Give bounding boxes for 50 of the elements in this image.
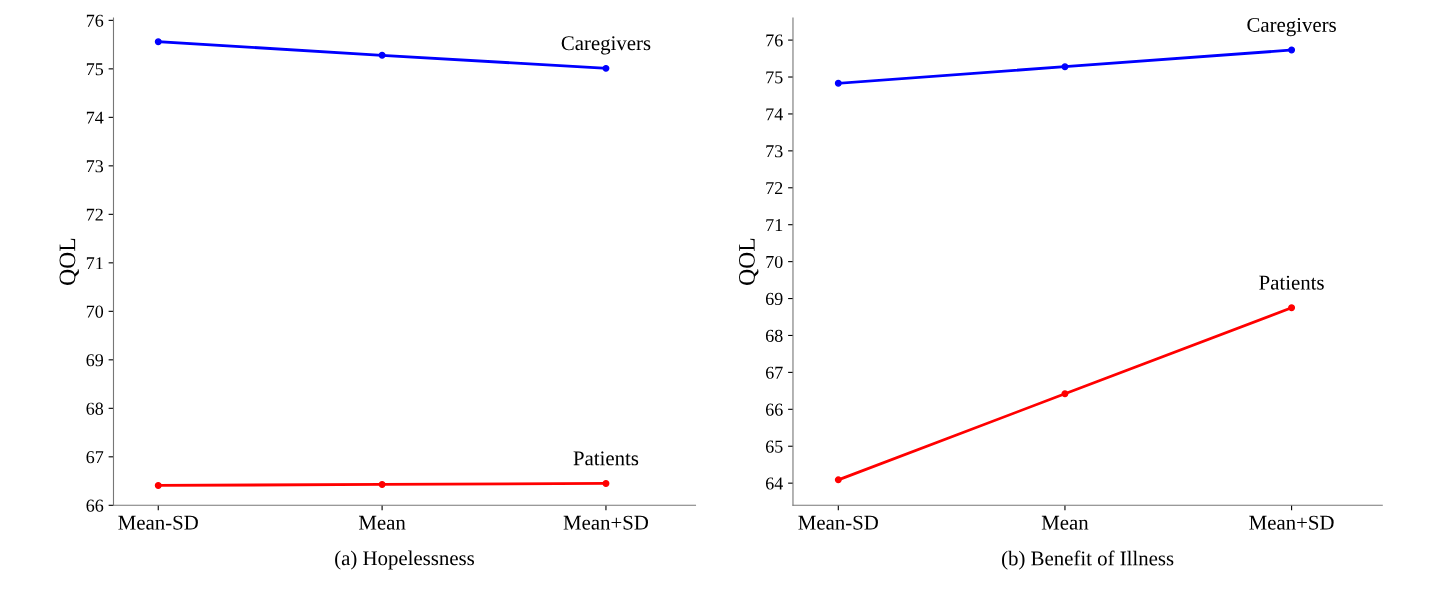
x-tick-label: Mean: [1041, 515, 1089, 530]
y-tick-label: 75: [766, 71, 783, 84]
point: [834, 476, 842, 484]
x-tick-label: Mean-SD: [798, 515, 878, 530]
point: [154, 481, 162, 489]
y-tick-label: 76: [86, 14, 104, 27]
y-tick-label: 74: [766, 108, 783, 121]
y-tick-label: 66: [86, 499, 104, 512]
series-label: Caregivers: [1247, 17, 1336, 37]
y-tick-label: 67: [765, 366, 783, 379]
y-tick-label: 69: [86, 354, 104, 367]
point: [378, 51, 386, 59]
point: [602, 480, 610, 487]
text: (b) Benefit of Illness: [1002, 550, 1174, 570]
point: [154, 38, 162, 46]
point: [1061, 63, 1069, 71]
y-tick-label: 72: [766, 182, 783, 195]
x-tick-label: Mean: [358, 515, 406, 530]
point: [602, 64, 610, 72]
y-tick-label: 69: [765, 292, 783, 305]
series-label: Patients: [573, 451, 639, 466]
series-label: Patients: [1259, 275, 1324, 290]
y-tick-label: 65: [765, 440, 783, 453]
point: [378, 480, 386, 488]
point: [1288, 304, 1296, 312]
x-tick-label: Mean+SD: [563, 515, 649, 530]
y-tick-label: 70: [86, 305, 104, 318]
y-axis-title: QOL: [738, 238, 759, 285]
y-tick-label: 68: [765, 329, 783, 342]
y-tick-label: 76: [766, 34, 783, 47]
x-tick-label: Mean-SD: [118, 515, 198, 530]
y-tick-label: 74: [86, 111, 104, 124]
point: [1061, 390, 1069, 398]
y-tick-label: 75: [86, 63, 104, 76]
y-tick-label: 68: [86, 402, 104, 415]
y-tick-label: 73: [86, 160, 104, 173]
y-tick-label: 67: [86, 451, 104, 464]
y-tick-label: 71: [86, 257, 103, 270]
y-axis-title: QOL: [59, 238, 79, 285]
point: [1288, 46, 1296, 54]
series-label: Caregivers: [561, 36, 651, 55]
y-tick-label: 73: [766, 145, 783, 158]
point: [834, 79, 842, 87]
y-tick-label: 64: [765, 477, 783, 490]
y-tick-label: 70: [766, 255, 783, 269]
y-tick-label: 72: [86, 208, 103, 221]
y-tick-label: 71: [766, 219, 783, 231]
y-tick-label: 66: [765, 403, 783, 416]
x-tick-label: Mean+SD: [1249, 515, 1334, 530]
text: (a) Hopelessness: [335, 550, 475, 570]
